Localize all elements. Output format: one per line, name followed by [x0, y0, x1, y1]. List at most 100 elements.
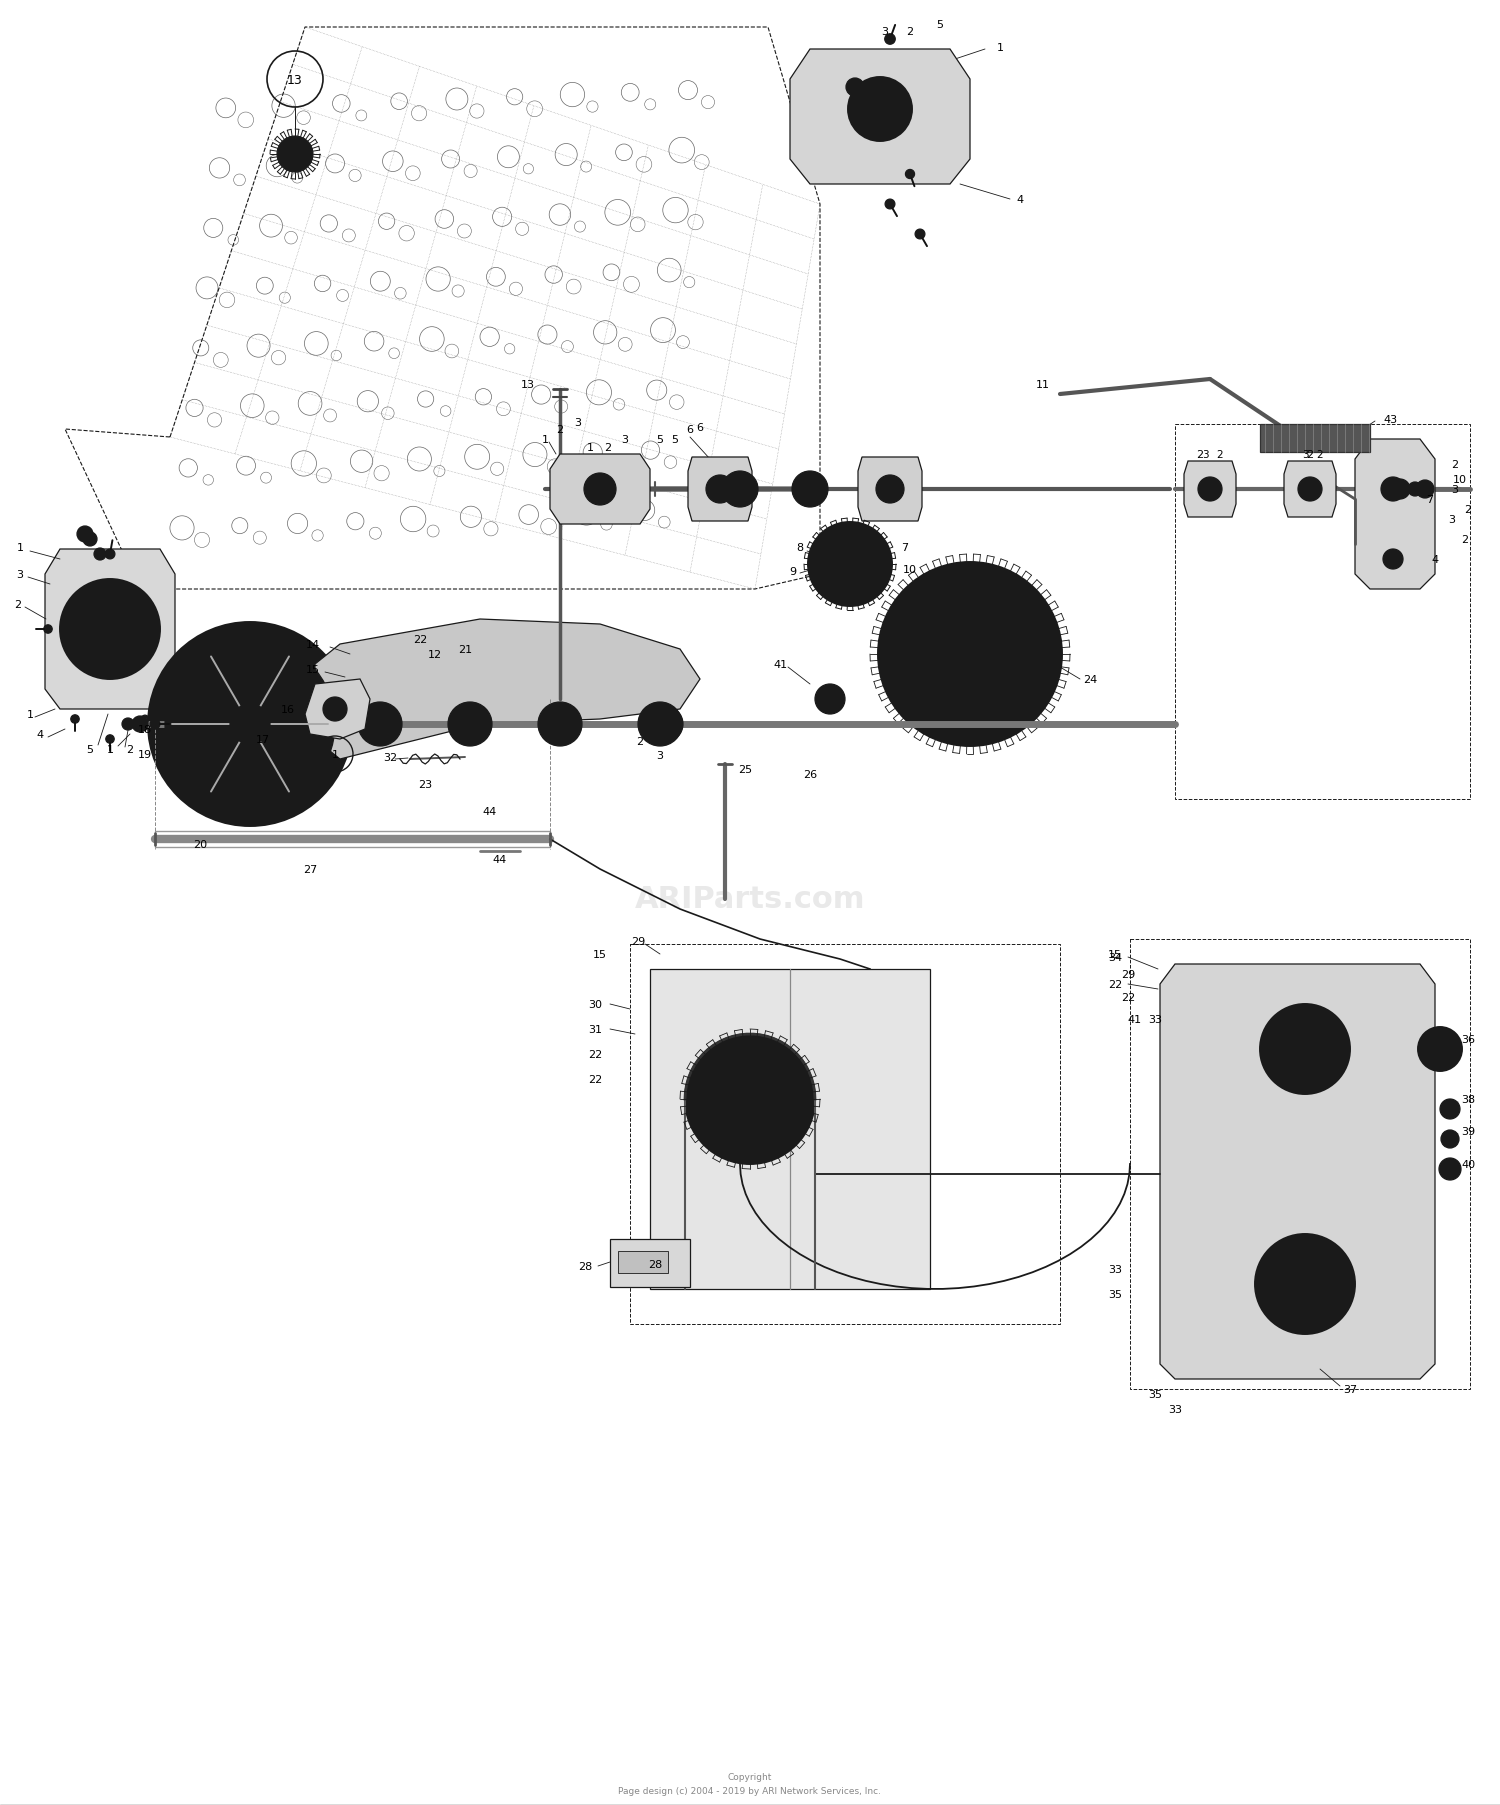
Text: Page design (c) 2004 - 2019 by ARI Network Services, Inc.: Page design (c) 2004 - 2019 by ARI Netwo… — [618, 1787, 882, 1796]
Circle shape — [148, 623, 352, 827]
Circle shape — [136, 722, 142, 727]
Text: 28: 28 — [648, 1260, 662, 1269]
Circle shape — [867, 79, 883, 96]
Text: 5: 5 — [936, 20, 944, 31]
Text: 21: 21 — [458, 644, 472, 655]
Circle shape — [124, 722, 130, 727]
Circle shape — [850, 83, 859, 92]
Polygon shape — [858, 458, 922, 522]
Bar — [812, 1049, 850, 1076]
Circle shape — [82, 532, 98, 547]
Bar — [812, 1123, 850, 1150]
Text: 2: 2 — [126, 745, 134, 754]
Polygon shape — [1184, 462, 1236, 518]
Circle shape — [1389, 556, 1396, 563]
Text: 2: 2 — [1216, 449, 1224, 460]
Text: 2: 2 — [1306, 449, 1314, 460]
Circle shape — [1440, 1099, 1460, 1119]
Bar — [812, 975, 850, 1002]
Text: 23: 23 — [419, 780, 432, 789]
Circle shape — [70, 715, 80, 724]
Circle shape — [594, 484, 606, 496]
Circle shape — [44, 626, 52, 634]
Text: 32: 32 — [382, 753, 398, 762]
Bar — [862, 1085, 903, 1114]
Bar — [656, 1197, 694, 1224]
Text: 2: 2 — [1464, 505, 1472, 514]
Text: 3: 3 — [1449, 514, 1455, 525]
Circle shape — [132, 717, 148, 733]
Circle shape — [792, 471, 828, 507]
Text: 19: 19 — [138, 749, 152, 760]
Text: 5: 5 — [672, 435, 678, 444]
Text: 8: 8 — [796, 543, 804, 552]
Circle shape — [1416, 480, 1434, 498]
Text: 37: 37 — [1342, 1384, 1358, 1393]
Text: 3: 3 — [621, 435, 628, 444]
Text: 28: 28 — [578, 1262, 592, 1271]
Text: 22: 22 — [1120, 993, 1136, 1002]
Text: 20: 20 — [194, 839, 207, 850]
Text: 25: 25 — [738, 765, 752, 774]
Text: 1: 1 — [996, 43, 1004, 52]
Bar — [656, 1123, 694, 1150]
Bar — [706, 1011, 747, 1040]
Text: 35: 35 — [1148, 1390, 1162, 1399]
Circle shape — [846, 79, 864, 97]
Bar — [862, 1233, 903, 1262]
Circle shape — [1382, 478, 1406, 502]
Bar — [862, 975, 903, 1002]
Circle shape — [915, 229, 926, 240]
Bar — [1130, 939, 1470, 1390]
Bar — [812, 1197, 850, 1224]
Text: 38: 38 — [1461, 1094, 1474, 1105]
Bar — [650, 969, 930, 1289]
Text: 22: 22 — [588, 1049, 602, 1060]
Circle shape — [550, 715, 570, 735]
Text: 2: 2 — [15, 599, 21, 610]
Circle shape — [1383, 551, 1402, 570]
Text: 3: 3 — [1302, 449, 1308, 460]
Text: 22: 22 — [588, 1074, 602, 1085]
Circle shape — [815, 684, 844, 715]
Bar — [812, 1159, 850, 1188]
Text: 3: 3 — [1202, 449, 1209, 460]
Text: 33: 33 — [1108, 1264, 1122, 1274]
Text: 39: 39 — [1461, 1126, 1474, 1137]
Circle shape — [1408, 482, 1422, 496]
Bar — [812, 1011, 850, 1040]
Text: 44: 44 — [494, 854, 507, 865]
Circle shape — [230, 704, 270, 745]
Bar — [706, 1049, 747, 1076]
Circle shape — [884, 484, 896, 496]
Circle shape — [878, 563, 1062, 747]
Circle shape — [802, 482, 818, 498]
Text: 11: 11 — [1036, 379, 1050, 390]
Circle shape — [242, 717, 258, 733]
Bar — [706, 1233, 747, 1262]
Text: Copyright: Copyright — [728, 1773, 772, 1782]
Circle shape — [964, 648, 976, 661]
Text: 2: 2 — [636, 736, 644, 747]
Circle shape — [746, 1094, 754, 1105]
Polygon shape — [688, 458, 752, 522]
Circle shape — [722, 471, 758, 507]
Text: 16: 16 — [280, 704, 296, 715]
Circle shape — [952, 637, 988, 673]
Text: 41: 41 — [772, 659, 788, 670]
Circle shape — [1292, 1271, 1318, 1298]
Text: 22: 22 — [413, 635, 428, 644]
Bar — [759, 1159, 800, 1188]
Circle shape — [706, 477, 734, 504]
Circle shape — [1418, 1027, 1462, 1072]
Circle shape — [808, 523, 892, 606]
Circle shape — [106, 735, 114, 744]
Text: 3: 3 — [657, 751, 663, 760]
Circle shape — [586, 477, 613, 504]
Text: 10: 10 — [903, 565, 916, 574]
Text: 40: 40 — [1461, 1159, 1474, 1170]
Bar — [812, 1233, 850, 1262]
Text: 1: 1 — [106, 745, 114, 754]
Circle shape — [885, 200, 896, 209]
Circle shape — [844, 560, 855, 570]
